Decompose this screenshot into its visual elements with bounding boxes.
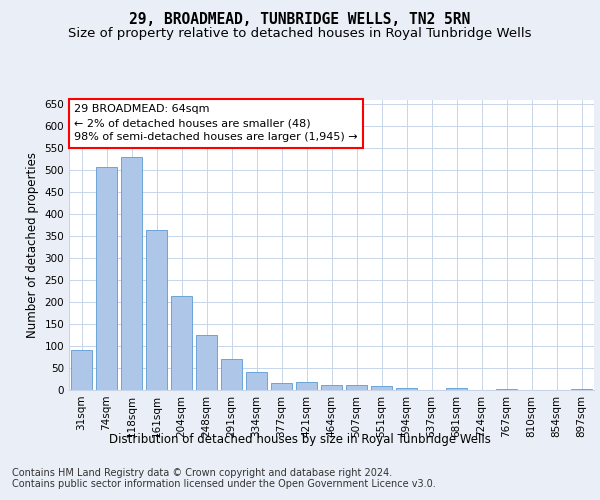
Text: 29, BROADMEAD, TUNBRIDGE WELLS, TN2 5RN: 29, BROADMEAD, TUNBRIDGE WELLS, TN2 5RN [130,12,470,28]
Bar [321,385,342,390]
Bar [446,388,467,390]
Bar [271,384,292,390]
Bar [296,382,317,390]
Text: Contains HM Land Registry data © Crown copyright and database right 2024.
Contai: Contains HM Land Registry data © Crown c… [12,468,436,489]
Bar [146,230,167,390]
Bar [371,386,392,390]
Bar [571,388,592,390]
Bar [396,388,417,390]
Bar [71,350,92,390]
Bar [121,157,142,390]
Bar [196,335,217,390]
Bar [246,372,267,390]
Text: Distribution of detached houses by size in Royal Tunbridge Wells: Distribution of detached houses by size … [109,432,491,446]
Text: 29 BROADMEAD: 64sqm
← 2% of detached houses are smaller (48)
98% of semi-detache: 29 BROADMEAD: 64sqm ← 2% of detached hou… [74,104,358,142]
Text: Size of property relative to detached houses in Royal Tunbridge Wells: Size of property relative to detached ho… [68,28,532,40]
Bar [171,296,192,390]
Bar [496,388,517,390]
Y-axis label: Number of detached properties: Number of detached properties [26,152,39,338]
Bar [96,167,117,390]
Bar [346,385,367,390]
Bar [221,359,242,390]
